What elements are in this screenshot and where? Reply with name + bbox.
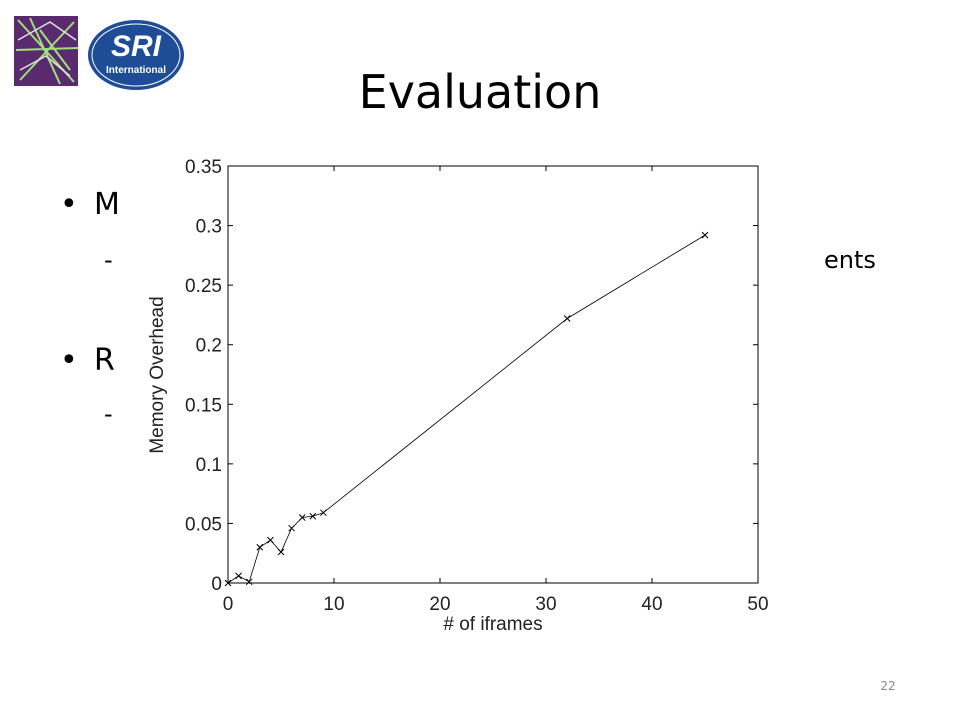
bullet-glyph: • xyxy=(60,187,78,222)
y-tick-label: 0.1 xyxy=(196,455,222,476)
slide-title: Evaluation xyxy=(359,65,602,119)
data-point xyxy=(320,509,327,517)
data-line xyxy=(227,234,706,584)
logo-web xyxy=(14,16,79,86)
data-point xyxy=(224,579,232,587)
data-point xyxy=(563,315,571,322)
logo-sri: SRI International xyxy=(88,20,184,90)
bullet-text: M xyxy=(94,187,120,222)
x-tick-label: 40 xyxy=(641,594,662,615)
data-point xyxy=(701,231,709,239)
x-tick-label: 0 xyxy=(223,594,234,615)
logo-text: International xyxy=(106,65,166,76)
x-tick-label: 30 xyxy=(535,594,556,615)
y-tick-label: 0 xyxy=(211,574,222,595)
page-number: 22 xyxy=(880,679,895,693)
data-point xyxy=(245,578,253,586)
chart-background xyxy=(140,150,780,645)
y-tick-label: 0.15 xyxy=(185,395,222,416)
x-tick-label: 10 xyxy=(323,594,344,615)
logo-text: SRI xyxy=(111,30,162,63)
data-point xyxy=(277,548,285,556)
chart: # of iframes Memory Overhead 0 0.05 0.1 0.1… xyxy=(140,150,780,645)
x-tick-label: 50 xyxy=(747,594,768,615)
bullet-glyph: • xyxy=(60,343,78,378)
data-point xyxy=(298,514,306,521)
plot-frame xyxy=(227,165,759,584)
data-point xyxy=(256,543,264,551)
data-point xyxy=(235,572,242,580)
x-tick-label: 20 xyxy=(429,594,450,615)
y-tick-label: 0.35 xyxy=(185,157,222,178)
y-tick-label: 0.25 xyxy=(185,276,222,297)
dash-glyph: - xyxy=(104,400,113,428)
data-point xyxy=(288,524,295,532)
data-point xyxy=(309,512,317,520)
y-tick-label: 0.3 xyxy=(196,217,222,238)
y-tick-label: 0.2 xyxy=(196,336,222,357)
bullet-text: R xyxy=(94,343,115,378)
y-axis-label: Memory Overhead xyxy=(147,296,168,453)
bullet-subtext: ents xyxy=(824,246,876,274)
dash-glyph: - xyxy=(104,246,113,274)
data-point xyxy=(267,536,274,544)
y-tick-label: 0.05 xyxy=(185,514,222,535)
x-axis-label: # of iframes xyxy=(443,614,542,635)
